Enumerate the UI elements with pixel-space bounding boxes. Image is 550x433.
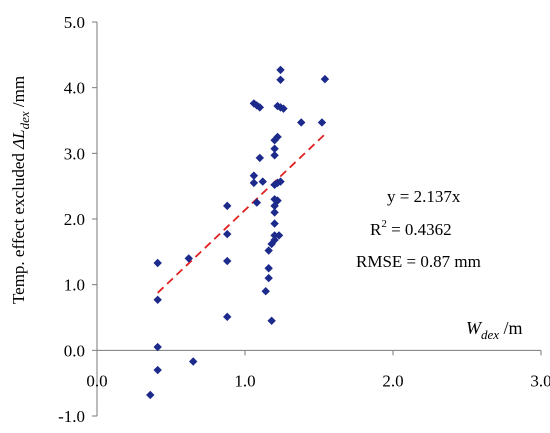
y-tick-label: 0.0	[64, 341, 85, 360]
r2-annotation: R2 = 0.4362	[370, 218, 452, 239]
data-point	[223, 229, 232, 239]
x-tick-label: 0.0	[86, 371, 107, 390]
r2-prefix: R	[370, 220, 382, 239]
labels-group: -1.00.01.02.03.04.05.00.0 1.0 2.0 3.0	[58, 13, 550, 426]
data-point	[255, 153, 264, 163]
y-axis-label-prefix: Temp. effect excluded	[9, 153, 28, 304]
x-axis-label-symbol: W	[466, 318, 483, 338]
x-tick-label: 1.0	[234, 371, 255, 390]
fit-line-group	[157, 132, 328, 294]
data-point	[273, 132, 282, 142]
data-point	[270, 208, 279, 217]
data-point	[273, 178, 282, 188]
data-point	[153, 295, 162, 304]
data-point	[223, 201, 232, 211]
data-point	[270, 219, 279, 228]
r2-superscript: 2	[381, 218, 387, 230]
rmse-annotation: RMSE = 0.87 mm	[356, 252, 481, 271]
y-tick-label: 3.0	[64, 144, 85, 163]
y-tick-label: 2.0	[64, 210, 85, 229]
data-point	[189, 357, 198, 366]
data-point	[249, 178, 259, 188]
data-point	[261, 287, 270, 296]
data-point	[184, 254, 193, 263]
data-point	[270, 151, 279, 160]
data-point	[320, 74, 330, 84]
r2-value: = 0.4362	[387, 220, 452, 239]
fit-line	[157, 132, 328, 294]
data-point	[270, 235, 279, 245]
data-point	[276, 75, 285, 84]
data-point	[270, 144, 279, 153]
equation-annotation: y = 2.137x	[387, 187, 461, 206]
data-point	[264, 273, 273, 283]
data-point	[223, 256, 232, 266]
data-point	[223, 312, 232, 322]
y-tick-label: 1.0	[64, 276, 85, 295]
y-tick-label: -1.0	[58, 407, 85, 426]
data-point	[146, 390, 155, 400]
data-point	[249, 171, 259, 180]
y-axis-label-subscript: dex	[17, 111, 32, 129]
points-group	[146, 65, 330, 400]
x-axis-label-subscript: dex	[481, 327, 499, 342]
data-point	[276, 177, 285, 186]
data-point	[264, 264, 273, 273]
data-point	[267, 316, 276, 325]
data-point	[258, 177, 267, 186]
y-tick-label: 5.0	[64, 13, 85, 32]
data-point	[264, 246, 273, 255]
x-axis-label: Wdex /m	[466, 318, 523, 342]
x-axis-label-unit: /m	[499, 318, 523, 338]
data-point	[153, 365, 162, 375]
x-tick-label: 2.0	[382, 371, 403, 390]
data-point	[276, 65, 285, 75]
x-tick-label: 3.0	[530, 371, 550, 390]
data-point	[255, 103, 264, 112]
data-point	[273, 196, 282, 205]
axes	[92, 21, 542, 417]
y-axis-label: Temp. effect excluded ΔLdex /mm	[9, 76, 32, 304]
data-point	[274, 231, 284, 240]
data-point	[279, 104, 288, 113]
data-point	[153, 342, 162, 352]
y-axis-label-symbol: ΔL	[9, 129, 28, 149]
y-axis-label-unit: /mm	[9, 76, 28, 111]
data-point	[153, 258, 162, 268]
data-point	[252, 198, 262, 207]
y-tick-label: 4.0	[64, 79, 85, 98]
data-point	[270, 231, 279, 240]
data-point	[317, 118, 327, 127]
data-point	[297, 118, 306, 127]
